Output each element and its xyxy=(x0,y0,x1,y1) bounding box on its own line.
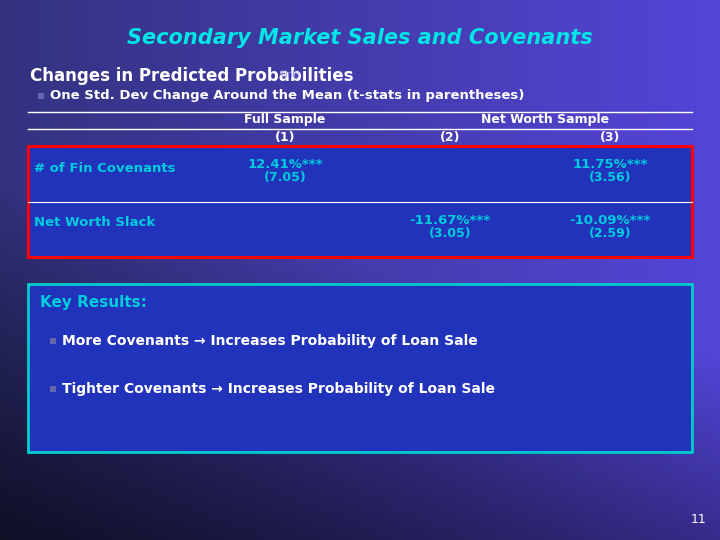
Bar xyxy=(38,93,44,99)
Bar xyxy=(50,338,56,344)
Text: (3.05): (3.05) xyxy=(428,226,472,240)
Text: Changes in Predicted Probabilities: Changes in Predicted Probabilities xyxy=(30,67,354,85)
Text: -11.67%***: -11.67%*** xyxy=(410,213,490,226)
Text: (2): (2) xyxy=(440,131,460,144)
Bar xyxy=(28,146,692,202)
Bar xyxy=(28,202,692,257)
Text: (7.05): (7.05) xyxy=(264,172,307,185)
Text: 12.41%***: 12.41%*** xyxy=(247,159,323,172)
Text: (3.56): (3.56) xyxy=(589,172,631,185)
Text: More Covenants → Increases Probability of Loan Sale: More Covenants → Increases Probability o… xyxy=(62,334,478,348)
Text: 11.75%***: 11.75%*** xyxy=(572,159,648,172)
Text: Full Sample: Full Sample xyxy=(244,113,325,126)
Text: # of Fin Covenants: # of Fin Covenants xyxy=(34,161,176,174)
Text: (link): (link) xyxy=(280,71,300,79)
Text: One Std. Dev Change Around the Mean (t-stats in parentheses): One Std. Dev Change Around the Mean (t-s… xyxy=(50,90,524,103)
Text: Net Worth Sample: Net Worth Sample xyxy=(481,113,609,126)
Text: -10.09%***: -10.09%*** xyxy=(570,213,651,226)
Bar xyxy=(28,146,692,257)
Text: (1): (1) xyxy=(275,131,295,144)
Text: Tighter Covenants → Increases Probability of Loan Sale: Tighter Covenants → Increases Probabilit… xyxy=(62,382,495,396)
Text: Secondary Market Sales and Covenants: Secondary Market Sales and Covenants xyxy=(127,28,593,48)
Text: Net Worth Slack: Net Worth Slack xyxy=(34,217,156,230)
Text: (2.59): (2.59) xyxy=(589,226,631,240)
Text: 11: 11 xyxy=(690,513,706,526)
Bar xyxy=(50,386,56,392)
Text: (3): (3) xyxy=(600,131,620,144)
Text: Key Results:: Key Results: xyxy=(40,295,147,310)
Bar xyxy=(28,284,692,452)
